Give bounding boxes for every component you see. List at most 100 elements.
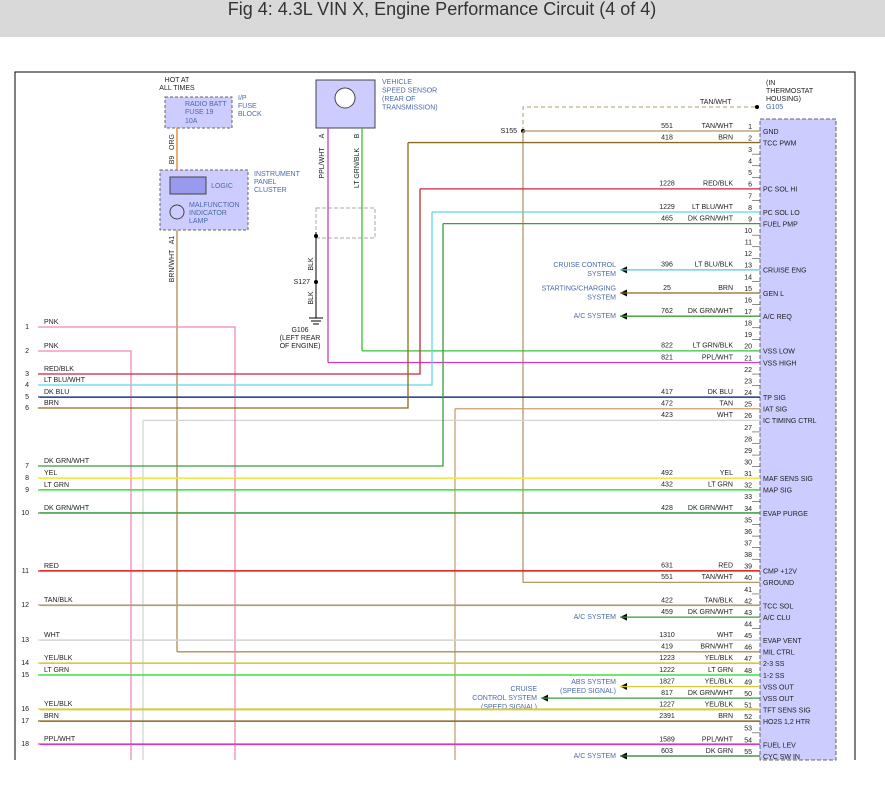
wire-label: LT GRN/BLK <box>354 148 361 189</box>
pin-name: 2-3 SS <box>763 661 785 668</box>
fuse-name: FUSE 19 <box>185 109 214 116</box>
pin-name: PC SOL HI <box>763 187 797 194</box>
pin-number: 47 <box>744 656 752 663</box>
circuit-number: 428 <box>661 505 673 512</box>
circuit-number: 472 <box>661 401 673 408</box>
circuit-number: 419 <box>661 644 673 651</box>
pin-number: 3 <box>748 147 752 154</box>
circuit-number: 1589 <box>659 736 675 743</box>
pin-number: 42 <box>744 598 752 605</box>
left-pin-number: 9 <box>25 487 29 494</box>
wire-color: BRN <box>718 134 733 141</box>
pin-number: 39 <box>744 564 752 571</box>
splice-label: S127 <box>294 279 310 286</box>
wire-label: BLK <box>308 257 315 271</box>
circuit-number: 762 <box>661 308 673 315</box>
circuit-number: 1827 <box>659 678 675 685</box>
vss-label: SPEED SENSOR <box>382 87 437 94</box>
pin-number: 21 <box>744 355 752 362</box>
frame <box>14 71 856 760</box>
wire-color: WHT <box>717 632 734 639</box>
pin-name: EVAP VENT <box>763 638 802 645</box>
circuit-number: 822 <box>661 343 673 350</box>
pin-number: 49 <box>744 679 752 686</box>
left-pin-number: 1 <box>25 324 29 331</box>
pin-name: EVAP PURGE <box>763 511 808 518</box>
wire-color: TAN/BLK <box>704 597 733 604</box>
pin-number: 24 <box>744 390 752 397</box>
pin-number: 35 <box>744 517 752 524</box>
circuit-number: 1223 <box>659 655 675 662</box>
circuit-number: 423 <box>661 412 673 419</box>
splice-label: S155 <box>501 128 517 135</box>
pin-number: 17 <box>744 309 752 316</box>
wire-color: DK GRN/WHT <box>688 308 734 315</box>
wire-color: DK GRN/WHT <box>688 505 734 512</box>
cluster-label: CLUSTER <box>254 187 287 194</box>
pin-name: GEN L <box>763 291 784 298</box>
pin-name: CYC SW IN <box>763 754 800 761</box>
circuit-number: 396 <box>661 262 673 269</box>
left-wire-color: RED/BLK <box>44 366 74 373</box>
pin-number: 25 <box>744 402 752 409</box>
left-pin-number: 6 <box>25 405 29 412</box>
circuit-number: 603 <box>661 748 673 755</box>
fuse-box <box>164 96 233 129</box>
pin-number: 34 <box>744 506 752 513</box>
pin-number: 12 <box>744 251 752 258</box>
pin-label: B <box>354 133 361 138</box>
circuit-number: 422 <box>661 597 673 604</box>
pin-name: VSS OUT <box>763 684 794 691</box>
pin-number: 33 <box>744 494 752 501</box>
pin-number: 16 <box>744 297 752 304</box>
fuse-rating: 10A <box>185 118 198 125</box>
pin-name: FUEL PMP <box>763 221 798 228</box>
system-label: CRUISE <box>511 686 538 693</box>
wire-color: BRN/WHT <box>700 644 733 651</box>
wire-color: PPL/WHT <box>702 354 734 361</box>
circuit-number: 551 <box>661 123 673 130</box>
system-label: CONTROL SYSTEM <box>472 695 537 702</box>
left-pin-number: 13 <box>21 637 29 644</box>
circuit-number: 432 <box>661 482 673 489</box>
vss-symbol <box>334 87 356 109</box>
pin-number: 20 <box>744 344 752 351</box>
pin-name: HO2S 1,2 HTR <box>763 719 810 726</box>
system-label: A/C SYSTEM <box>574 313 617 320</box>
system-label: ABS SYSTEM <box>571 679 616 686</box>
system-label: A/C SYSTEM <box>574 753 617 760</box>
pin-number: 31 <box>744 471 752 478</box>
wire-color: YEL/BLK <box>705 702 734 709</box>
pin-number: 2 <box>748 135 752 142</box>
circuit-number: 1222 <box>659 667 675 674</box>
pin-name: CMP +12V <box>763 569 797 576</box>
pin-number: 1 <box>748 124 752 131</box>
wire-color: DK GRN/WHT <box>688 215 734 222</box>
pin-name: TCC PWM <box>763 140 797 147</box>
wire-color: YEL/BLK <box>705 655 734 662</box>
pin-name: PC SOL LO <box>763 210 800 217</box>
wire-color: LT GRN/BLK <box>693 343 734 350</box>
circuit-number: 551 <box>661 574 673 581</box>
pin-name: MAF SENS SIG <box>763 476 813 483</box>
ground-label: OF ENGINE) <box>280 343 321 350</box>
pin-number: 13 <box>744 263 752 270</box>
circuit-number: 1228 <box>659 181 675 188</box>
left-pin-number: 3 <box>25 371 29 378</box>
pin-number: 22 <box>744 367 752 374</box>
wire-color: TAN <box>720 401 733 408</box>
header-band <box>0 0 885 37</box>
fuse-name: RADIO BATT <box>185 101 227 108</box>
pin-name: TP SIG <box>763 395 786 402</box>
system-label: CRUISE CONTROL <box>553 262 616 269</box>
pin-number: 38 <box>744 552 752 559</box>
pin-name: VSS HIGH <box>763 360 796 367</box>
wire-color: YEL/BLK <box>705 678 734 685</box>
pin-label: A1 <box>169 236 176 245</box>
system-label: A/C SYSTEM <box>574 614 617 621</box>
pin-name: TFT SENS SIG <box>763 708 811 715</box>
wire-label: BLK <box>308 291 315 305</box>
left-wire-color: RED <box>44 563 59 570</box>
pin-number: 19 <box>744 332 752 339</box>
